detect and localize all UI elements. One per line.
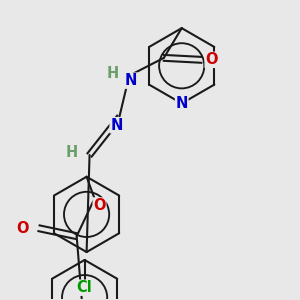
Text: O: O <box>93 198 106 213</box>
Text: N: N <box>125 73 137 88</box>
Text: O: O <box>205 52 218 67</box>
Text: N: N <box>110 118 122 133</box>
Text: H: H <box>107 66 119 81</box>
Text: H: H <box>65 146 78 160</box>
Text: O: O <box>16 221 29 236</box>
Text: N: N <box>176 96 188 111</box>
Text: Cl: Cl <box>77 280 92 295</box>
